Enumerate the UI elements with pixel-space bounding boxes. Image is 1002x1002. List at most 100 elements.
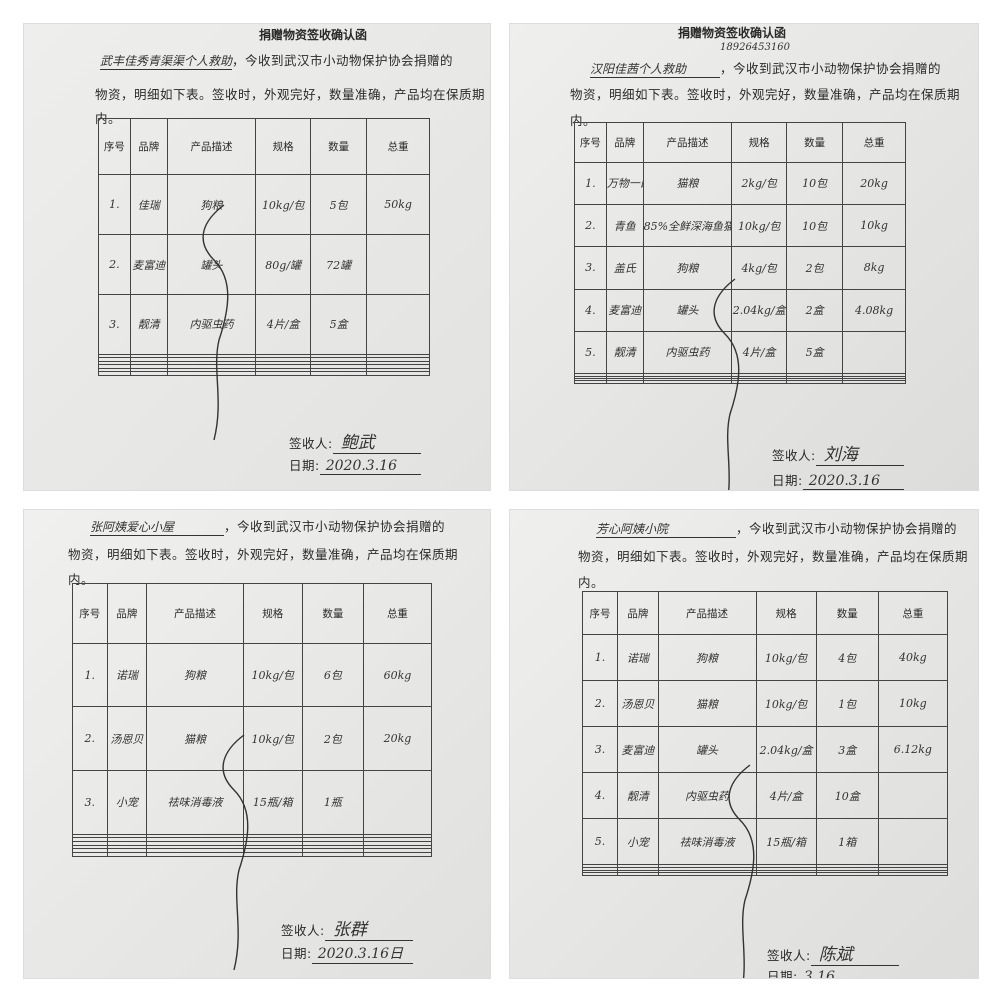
table-cell xyxy=(366,371,430,376)
table-cell: 汤恩贝 xyxy=(106,706,148,771)
table-cell xyxy=(842,380,906,384)
table-row: 3. 小宠 祛味消毒液 15瓶/箱 1瓶 xyxy=(72,769,433,835)
recipient-line: 武丰佳秀青渠渠个人救助，今收到武汉市小动物保护协会捐赠的 xyxy=(100,50,453,70)
signer-label: 签收人: xyxy=(772,448,816,463)
table-cell xyxy=(72,852,108,857)
recipient-line: 汉阳佳茜个人救助 ，今收到武汉市小动物保护协会捐赠的 xyxy=(590,58,941,78)
table-cell xyxy=(362,852,433,857)
table-cell: 15瓶/箱 xyxy=(755,818,817,866)
table-cell xyxy=(366,234,430,296)
column-header: 品牌 xyxy=(617,590,659,636)
table-cell: 2kg/包 xyxy=(731,161,787,206)
table-cell: 佳瑞 xyxy=(129,174,168,236)
table-cell: 10kg xyxy=(877,680,949,728)
table-cell: 2. xyxy=(72,706,108,771)
table-cell: 盖氏 xyxy=(605,246,644,290)
recipient-name: 芳心阿姨小院 xyxy=(596,520,736,538)
table-cell: 40kg xyxy=(877,634,949,682)
table-header-row: 序号 品牌 产品描述 规格 数量 总重 xyxy=(574,122,906,163)
column-header: 规格 xyxy=(242,583,303,644)
date-label: 日期: xyxy=(281,946,312,961)
table-cell: 4片/盒 xyxy=(255,294,311,355)
column-header: 总重 xyxy=(366,117,430,176)
table-row: 3. 盖氏 狗粮 4kg/包 2包 8kg xyxy=(574,246,906,290)
items-table: 序号 品牌 产品描述 规格 数量 总重 1. 诺瑞 狗粮 10kg/包 4包 40kg 2. 汤恩贝 猫粮 1… xyxy=(581,590,949,876)
table-cell xyxy=(755,872,817,876)
table-cell: 2包 xyxy=(785,246,844,290)
signer-label: 签收人: xyxy=(281,923,325,938)
signer-signature: 刘海 xyxy=(815,440,904,466)
table-row: 3. 麦富迪 罐头 2.04kg/盒 3盒 6.12kg xyxy=(581,726,949,774)
column-header: 数量 xyxy=(301,583,364,644)
table-cell: 1包 xyxy=(815,680,879,728)
signer-row: 签收人: 刘海 xyxy=(772,440,904,466)
recipient-name: 汉阳佳茜个人救助 xyxy=(590,60,720,78)
receipt-photo-2: 捐赠物资签收确认函 18926453160 汉阳佳茜个人救助 ，今收到武汉市小动物保护… xyxy=(510,24,978,490)
column-header: 序号 xyxy=(581,590,619,636)
recipient-name: 张阿姨爱心小屋 xyxy=(90,518,224,536)
form-title: 捐赠物资签收确认函 xyxy=(678,26,787,40)
table-cell: 80g/罐 xyxy=(255,234,311,296)
date-label: 日期: xyxy=(289,458,320,473)
intro-text: ，今收到武汉市小动物保护协会捐赠的 xyxy=(720,61,942,76)
table-cell: 20kg xyxy=(362,706,433,771)
table-cell xyxy=(255,371,311,376)
date-row: 日期: 2020.3.16 xyxy=(772,470,904,490)
table-cell xyxy=(129,371,168,376)
table-cell: 5包 xyxy=(309,174,368,236)
column-header: 总重 xyxy=(877,590,949,636)
table-cell: 猫粮 xyxy=(657,680,757,728)
table-cell: 50kg xyxy=(366,174,430,236)
intro-text: ，今收到武汉市小动物保护协会捐赠的 xyxy=(736,521,958,536)
date-row: 日期: 2020.3.16日 xyxy=(281,943,413,964)
table-cell: 狗粮 xyxy=(146,642,244,708)
table-header-row: 序号 品牌 产品描述 规格 数量 总重 xyxy=(581,590,949,636)
table-cell: 15瓶/箱 xyxy=(242,769,303,835)
signer-signature: 鲍武 xyxy=(332,428,421,454)
table-cell: 5. xyxy=(581,818,619,866)
table-row: 3. 靓清 内驱虫药 4片/盒 5盒 xyxy=(98,294,430,355)
table-header-row: 序号 品牌 产品描述 规格 数量 总重 xyxy=(98,117,430,176)
pen-strike-mark xyxy=(728,764,755,978)
table-cell: 6包 xyxy=(301,642,364,708)
table-cell: 10kg/包 xyxy=(731,204,787,248)
table-cell: 10包 xyxy=(785,161,844,206)
table-cell: 85%全鲜深海鱼猫粮 xyxy=(642,204,733,248)
body-text-line2: 物资，明细如下表。签收时，外观完好，数量准确，产品均在保质期 xyxy=(95,87,486,102)
table-row xyxy=(574,377,906,382)
table-header-row: 序号 品牌 产品描述 规格 数量 总重 xyxy=(72,583,433,644)
table-row: 2. 汤恩贝 猫粮 10kg/包 1包 10kg xyxy=(581,680,949,728)
body-text-line2: 物资，明细如下表。签收时，外观完好，数量准确，产品均在保质期 xyxy=(68,547,459,562)
table-cell: 麦富迪 xyxy=(605,288,644,332)
pen-strike-mark xyxy=(222,734,249,971)
date-label: 日期: xyxy=(767,969,798,978)
receipt-photo-1: 捐赠物资签收确认函 武丰佳秀青渠渠个人救助，今收到武汉市小动物保护协会捐赠的 物资，… xyxy=(24,24,490,490)
table-cell: 祛味消毒液 xyxy=(657,818,757,866)
pen-strike-mark xyxy=(713,278,740,490)
column-header: 序号 xyxy=(574,122,607,163)
table-cell xyxy=(605,380,644,384)
table-cell: 10kg/包 xyxy=(755,680,817,728)
column-header: 序号 xyxy=(98,117,131,176)
table-cell: 4. xyxy=(581,772,619,820)
table-cell: 4片/盒 xyxy=(755,772,817,820)
items-table: 序号 品牌 产品描述 规格 数量 总重 1. 诺瑞 狗粮 10kg/包 6包 60kg 2. 汤恩贝 猫粮 1… xyxy=(72,583,433,857)
table-cell xyxy=(98,371,131,376)
table-cell: 2. xyxy=(581,680,619,728)
table-cell: 靓清 xyxy=(617,772,659,820)
date-row: 日期: 3.16 xyxy=(767,966,899,978)
table-cell: 6.12kg xyxy=(877,726,949,774)
table-cell: 狗粮 xyxy=(166,174,257,236)
table-cell xyxy=(574,377,607,382)
signer-row: 签收人: 鲍武 xyxy=(289,428,421,454)
table-cell: 60kg xyxy=(362,642,433,708)
phone-number: 18926453160 xyxy=(720,42,790,53)
table-cell xyxy=(366,294,430,355)
signer-row: 签收人: 张群 xyxy=(281,915,413,941)
table-cell: 2. xyxy=(574,204,607,248)
table-cell: 10kg/包 xyxy=(242,642,303,708)
column-header: 产品描述 xyxy=(642,122,733,163)
signed-date: 2020.3.16 xyxy=(802,473,904,490)
table-cell xyxy=(574,380,607,384)
